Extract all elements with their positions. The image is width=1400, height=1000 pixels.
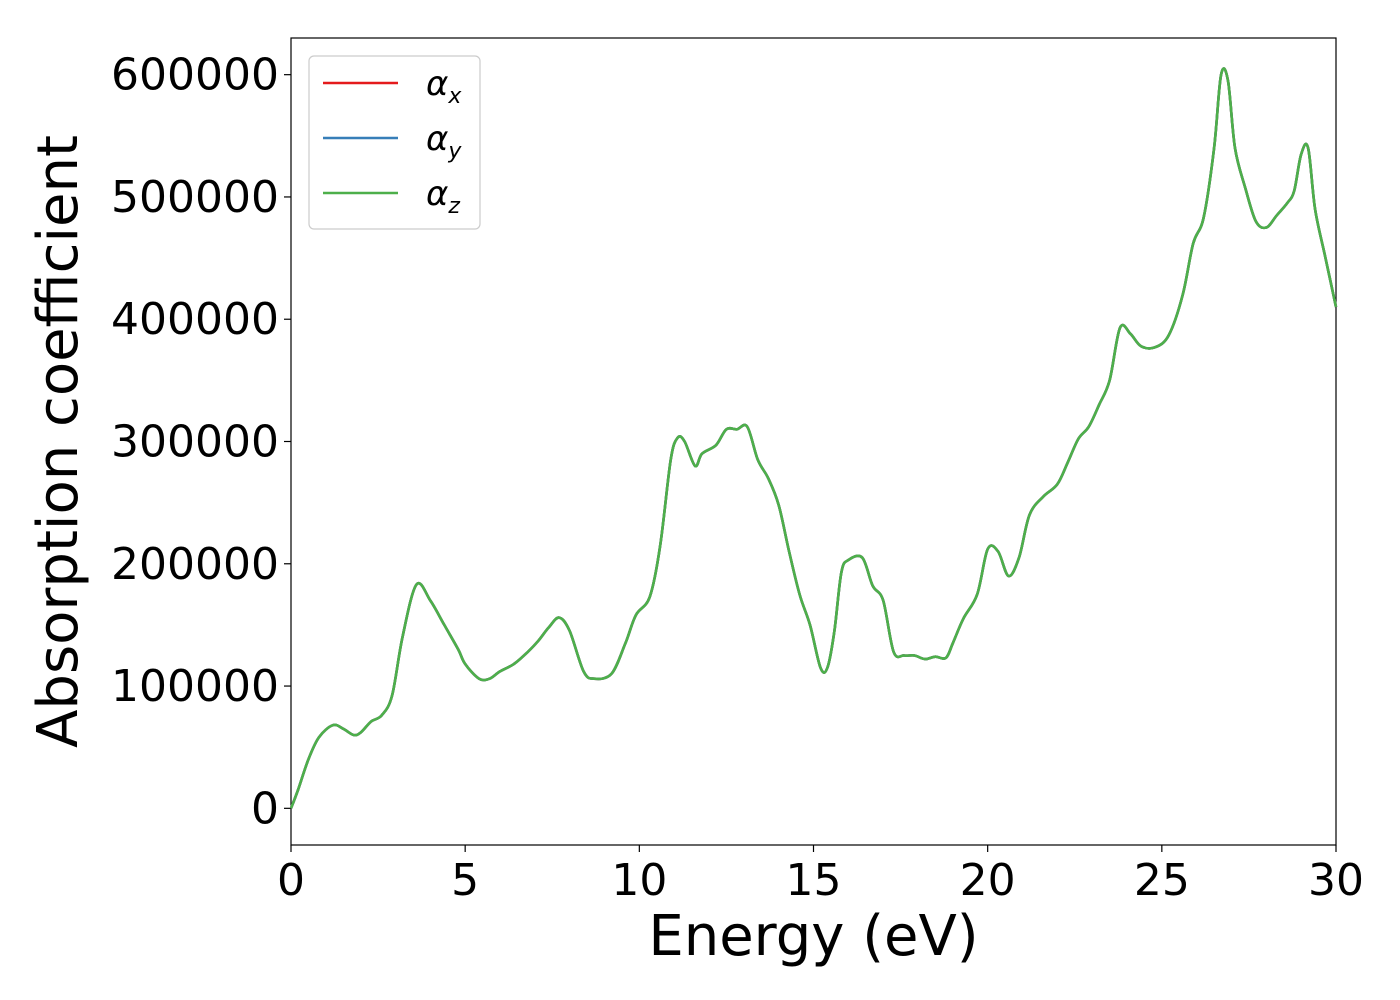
- legend-symbol: α: [426, 64, 448, 104]
- legend-symbol: α: [426, 174, 448, 214]
- x-tick-label: 20: [960, 855, 1016, 906]
- y-tick-label: 300000: [111, 417, 279, 468]
- y-tick-label: 0: [251, 783, 279, 834]
- legend-subscript: z: [447, 194, 460, 219]
- legend-subscript: y: [447, 139, 462, 164]
- legend-label-alpha-z: αz: [426, 174, 460, 219]
- legend-label-alpha-x: αx: [426, 64, 462, 109]
- x-tick-label: 10: [611, 855, 667, 906]
- series-layer: [289, 67, 1338, 809]
- legend-subscript: x: [447, 84, 462, 109]
- y-axis-ticks: 0 100000 200000 300000 400000 500000 600000: [111, 50, 291, 834]
- y-tick-label: 200000: [111, 539, 279, 590]
- x-tick-label: 25: [1134, 855, 1190, 906]
- legend-label-alpha-y: αy: [426, 119, 462, 164]
- legend-box: [308, 55, 481, 230]
- x-tick-label: 0: [277, 855, 305, 906]
- x-tick-label: 15: [786, 855, 842, 906]
- x-axis-ticks: 0 5 10 15 20 25 30: [277, 845, 1364, 906]
- y-axis-label: Absorption coefficient: [26, 135, 91, 748]
- y-tick-label: 500000: [111, 172, 279, 223]
- x-axis-label: Energy (eV): [648, 904, 978, 969]
- y-tick-label: 400000: [111, 294, 279, 345]
- x-tick-label: 30: [1308, 855, 1364, 906]
- series-line-alpha-z: [289, 67, 1338, 809]
- y-tick-label: 100000: [111, 661, 279, 712]
- y-tick-label: 600000: [111, 50, 279, 101]
- legend-symbol: α: [426, 119, 448, 159]
- x-tick-label: 5: [451, 855, 479, 906]
